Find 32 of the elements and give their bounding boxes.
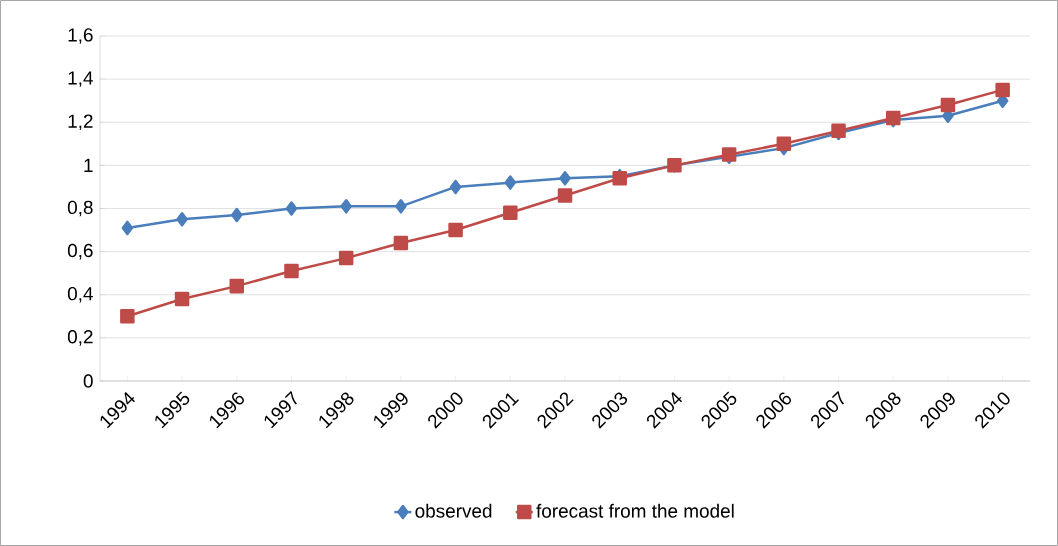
point [449,179,462,195]
point [285,201,298,216]
point [504,175,517,190]
legend-label: observed [415,503,492,518]
point [284,263,299,279]
y-tick-label: 0,6 [67,243,93,260]
point [940,97,956,113]
point [503,205,518,221]
point [176,212,188,227]
y-tick-label: 0,8 [67,200,93,217]
y-tick-label: 1 [84,158,93,172]
point [559,171,571,186]
point [338,250,354,266]
point [395,199,407,214]
point [121,220,134,236]
legend-label: forecast from the model [536,503,734,518]
y-tick-label: 1,4 [68,71,93,87]
point [120,309,135,324]
point [174,291,190,307]
y-tick-label: 0,2 [67,330,93,346]
point [231,207,243,223]
y-tick-label: 0,4 [67,286,93,303]
y-tick-label: 1,6 [68,28,93,44]
point [995,82,1010,98]
y-tick-label: 0 [83,374,93,388]
point [557,188,573,203]
point [393,235,409,251]
y-tick-label: 1,2 [68,114,93,131]
point [340,199,352,214]
point [776,136,792,152]
point [229,278,245,294]
point [448,222,463,238]
